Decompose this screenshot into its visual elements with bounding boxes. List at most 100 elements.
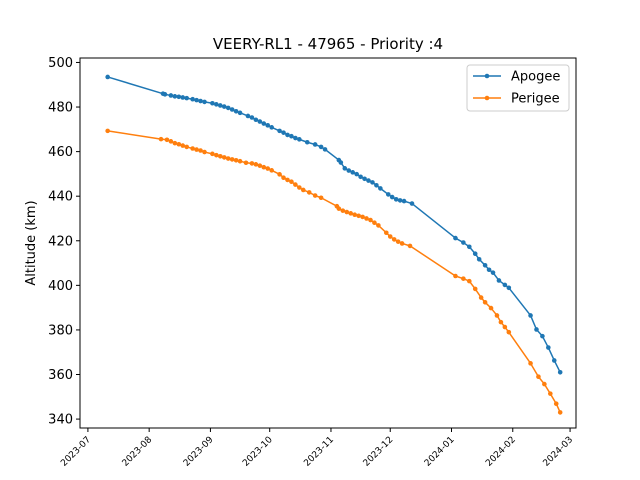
data-point-perigee [281,175,286,180]
data-point-perigee [344,209,350,215]
axes-layer [79,57,577,429]
data-point-apogee [461,240,466,245]
data-point-perigee [164,137,170,143]
y-axis-label: Altitude (km) [24,200,39,285]
data-point-apogee [486,267,492,273]
data-point-perigee [340,208,346,213]
data-point-perigee [395,239,401,244]
data-point-perigee [243,160,249,166]
data-point-apogee [496,278,502,283]
data-point-apogee [350,170,356,175]
data-point-apogee [490,270,496,275]
data-point-perigee [488,305,494,311]
data-point-perigee [407,243,413,249]
data-point-apogee [277,128,282,134]
data-point-apogee [221,104,227,109]
legend: Apogee Perigee [466,64,570,112]
y-tick-label: 380 [48,323,73,338]
data-point-apogee [354,171,359,177]
data-point-apogee [249,115,255,120]
data-point-perigee [461,276,466,281]
data-point-apogee [374,182,379,188]
data-point-apogee [318,144,324,150]
data-point-apogee [378,186,383,191]
y-tick-label: 480 [48,101,73,116]
data-point-perigee [202,149,207,155]
data-point-perigee [180,143,186,148]
data-point-perigee [352,212,357,217]
data-point-apogee [401,198,407,204]
data-point-perigee [494,313,500,318]
data-point-apogee [297,137,302,142]
data-point-perigee [176,141,182,147]
data-point-apogee [162,92,168,97]
y-tick-label: 360 [48,368,73,383]
data-point-apogee [362,176,367,182]
data-point-apogee [346,168,352,173]
data-point-perigee [376,223,381,228]
data-point-perigee [364,216,369,221]
data-point-perigee [453,273,458,279]
data-point-apogee [202,99,207,105]
data-point-apogee [257,119,263,124]
plot-area [80,58,576,428]
data-point-perigee [293,182,298,187]
data-point-perigee [221,155,227,160]
data-point-perigee [360,214,365,220]
data-point-perigee [105,128,110,134]
chart-title: VEERY-RL1 - 47965 - Priority :4 [213,35,443,53]
data-point-apogee [476,256,482,262]
data-point-perigee [214,152,219,158]
y-axis: 340 360 380 400 420 440 460 480 500 [48,56,80,428]
data-point-perigee [198,148,203,153]
data-point-apogee [312,142,318,147]
data-point-apogee [393,197,399,202]
data-point-apogee [385,192,391,197]
data-point-perigee [210,151,215,157]
legend-entries: Apogee Perigee [473,70,560,107]
data-point-apogee [285,132,290,138]
plot-background [80,58,576,428]
data-point-apogee [168,93,174,98]
data-point-apogee [190,96,195,102]
data-point-apogee [184,95,190,101]
data-point-apogee [214,102,219,107]
data-point-apogee [245,113,251,119]
y-tick-label: 420 [48,234,73,249]
legend-marker-apogee [484,73,490,79]
data-point-apogee [482,262,488,268]
data-point-perigee [257,163,263,168]
data-point-apogee [342,166,348,171]
data-point-perigee [277,172,282,177]
data-point-apogee [265,123,271,128]
data-point-apogee [472,251,478,256]
data-point-perigee [297,185,302,190]
data-point-apogee [281,130,286,135]
data-point-perigee [368,217,373,223]
data-point-perigee [249,161,255,166]
data-point-apogee [229,107,235,112]
legend-label-apogee: Apogee [511,70,560,85]
data-point-perigee [348,211,354,216]
data-point-perigee [306,190,312,195]
data-point-perigee [312,193,318,198]
data-point-apogee [358,174,363,180]
data-point-perigee [478,295,484,300]
data-point-apogee [194,97,199,103]
data-point-apogee [225,105,231,111]
data-point-perigee [289,179,294,185]
axes-frame [79,57,577,429]
data-point-perigee [218,153,223,159]
data-point-apogee [210,100,215,106]
series-layer [105,74,563,415]
data-point-perigee [356,213,361,219]
data-point-apogee [466,244,472,250]
data-point-apogee [180,95,186,100]
data-point-perigee [498,319,504,325]
legend-label-perigee: Perigee [511,92,560,107]
data-point-apogee [289,133,294,139]
data-point-apogee [546,345,551,350]
data-point-perigee [265,166,271,171]
data-point-apogee [253,117,259,123]
